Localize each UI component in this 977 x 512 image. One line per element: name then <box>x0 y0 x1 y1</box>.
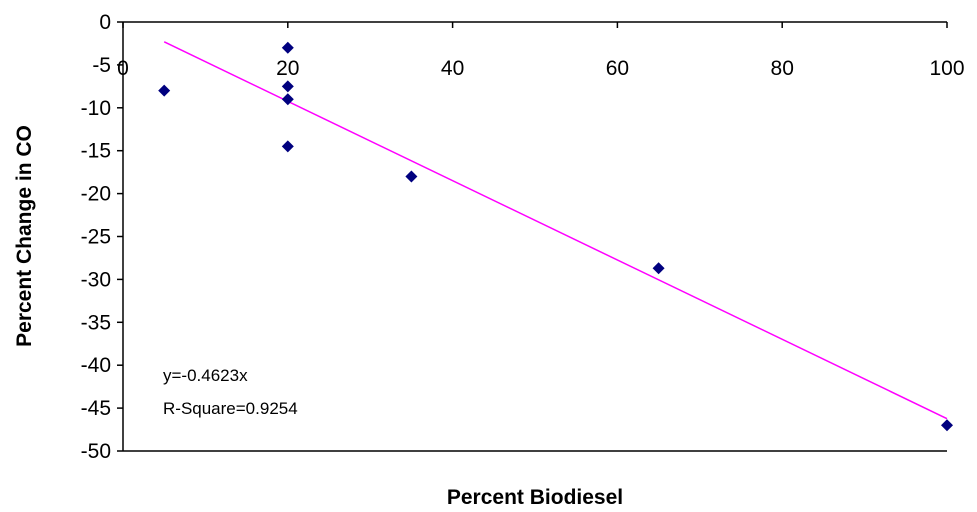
x-axis: 0 20 40 60 80 100 <box>117 21 965 452</box>
data-point <box>158 84 171 97</box>
y-tick-label: -50 <box>81 440 111 463</box>
y-tick-label: -10 <box>81 97 111 120</box>
data-point <box>652 262 665 275</box>
x-tick-label: 20 <box>276 57 299 80</box>
x-tick-label: 40 <box>441 57 464 80</box>
y-tick-label: -35 <box>81 311 111 334</box>
y-tick-label: 0 <box>99 11 111 34</box>
y-tick-label: -25 <box>81 226 111 249</box>
equation-annotation: y=-0.4623x <box>163 366 248 385</box>
data-point <box>281 93 294 106</box>
x-axis-title: Percent Biodiesel <box>447 486 623 509</box>
y-tick-label: -40 <box>81 354 111 377</box>
r-square-annotation: R-Square=0.9254 <box>163 399 298 418</box>
data-points <box>158 41 953 432</box>
data-point <box>281 41 294 54</box>
x-tick-label: 100 <box>929 57 964 80</box>
y-tick-label: -20 <box>81 183 111 206</box>
data-point <box>281 80 294 93</box>
trendline-group <box>163 41 948 420</box>
data-point <box>281 140 294 153</box>
trendline <box>163 41 948 420</box>
data-point <box>941 419 953 432</box>
y-axis-title: Percent Change in CO <box>13 125 36 347</box>
y-axis: 0 -5 -10 -15 -20 -25 -30 -35 -40 -45 -50 <box>81 11 124 463</box>
y-tick-label: -15 <box>81 140 111 163</box>
data-point <box>405 170 418 183</box>
y-tick-label: -30 <box>81 268 111 291</box>
y-tick-label: -5 <box>92 54 111 77</box>
x-tick-label: 80 <box>771 57 794 80</box>
x-tick-label: 60 <box>606 57 629 80</box>
x-tick-label: 0 <box>117 57 129 80</box>
y-tick-label: -45 <box>81 397 111 420</box>
